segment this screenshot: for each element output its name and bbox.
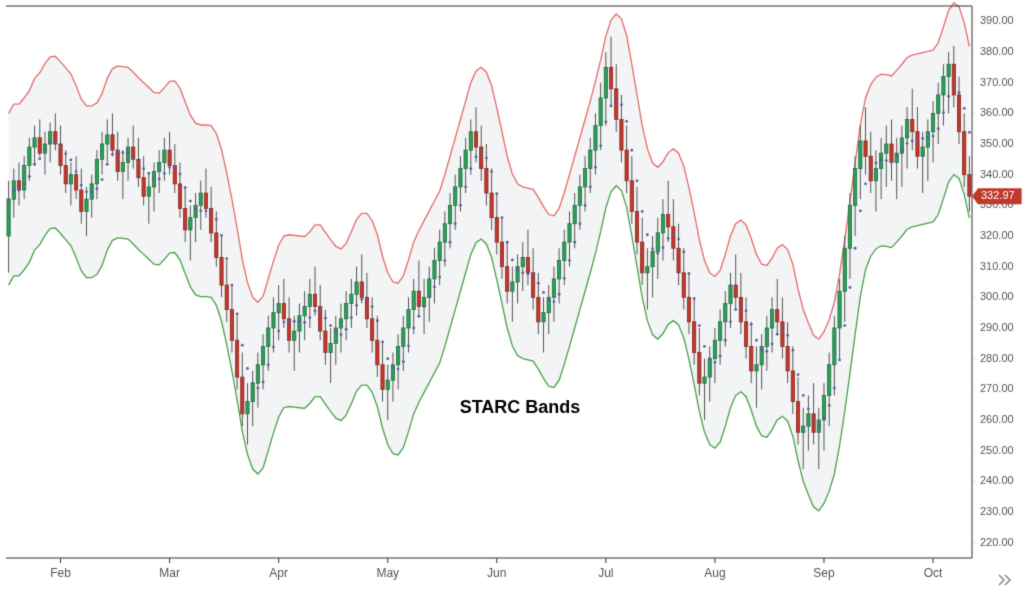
starc-bands-chart — [0, 0, 1024, 594]
chart-container: { "chart": { "type": "candlestick-with-b… — [0, 0, 1024, 594]
